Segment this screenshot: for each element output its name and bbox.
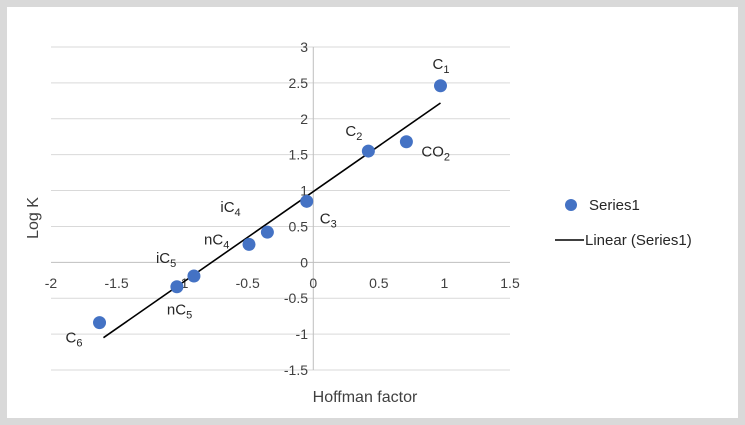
data-points bbox=[93, 79, 447, 330]
data-point bbox=[361, 144, 375, 158]
data-point bbox=[399, 135, 413, 149]
point-label-subscript: 4 bbox=[223, 239, 229, 251]
y-axis-title: Log K bbox=[25, 197, 42, 239]
point-label-main: iC bbox=[220, 199, 234, 216]
x-tick-label: 1 bbox=[441, 275, 449, 291]
gridlines bbox=[51, 46, 510, 371]
y-tick-label: -1.5 bbox=[284, 362, 308, 378]
y-tick-label: -0.5 bbox=[284, 290, 308, 306]
point-label-subscript: 5 bbox=[186, 310, 192, 322]
point-label-main: C bbox=[432, 56, 443, 73]
y-tick-label: 1.5 bbox=[289, 147, 309, 163]
point-label-subscript: 5 bbox=[170, 258, 176, 270]
point-label-main: iC bbox=[156, 250, 170, 267]
point-label: iC5 bbox=[156, 250, 176, 270]
data-point bbox=[260, 225, 274, 239]
legend: Series1 Linear (Series1) bbox=[555, 197, 692, 249]
x-tick-label: 1.5 bbox=[500, 275, 520, 291]
x-tick-label: 0 bbox=[309, 275, 317, 291]
y-tick-label: -1 bbox=[296, 326, 309, 342]
data-point bbox=[93, 316, 107, 330]
point-label-main: C bbox=[320, 210, 331, 227]
point-label-main: C bbox=[345, 123, 356, 140]
trendline bbox=[102, 102, 441, 339]
point-label-main: CO bbox=[421, 144, 444, 161]
trendline-group bbox=[102, 102, 441, 339]
y-tick-label: 1 bbox=[300, 183, 308, 199]
data-point bbox=[300, 194, 314, 208]
point-label: CO2 bbox=[421, 144, 450, 164]
data-point bbox=[187, 269, 201, 283]
y-tick-label: 0 bbox=[300, 254, 308, 270]
point-label-subscript: 6 bbox=[76, 338, 82, 350]
legend-label-series1: Series1 bbox=[589, 197, 640, 214]
point-label: iC4 bbox=[220, 199, 240, 219]
x-tick-label: -0.5 bbox=[236, 275, 260, 291]
legend-label-trendline: Linear (Series1) bbox=[585, 232, 692, 249]
point-label: nC4 bbox=[204, 231, 229, 251]
point-label-subscript: 3 bbox=[331, 218, 337, 230]
y-tick-label: 3 bbox=[300, 39, 308, 55]
x-tick-label: -1.5 bbox=[105, 275, 129, 291]
point-label-main: nC bbox=[204, 231, 223, 248]
legend-marker-series1 bbox=[565, 199, 577, 211]
point-label: C2 bbox=[345, 123, 362, 143]
y-tick-label: 0.5 bbox=[289, 218, 309, 234]
point-label: nC5 bbox=[167, 302, 192, 322]
x-tick-label: -2 bbox=[45, 275, 58, 291]
y-tick-label: 2 bbox=[300, 111, 308, 127]
x-axis-title: Hoffman factor bbox=[313, 389, 418, 406]
point-label: C6 bbox=[66, 330, 83, 350]
point-label-subscript: 2 bbox=[444, 152, 450, 164]
point-label: C3 bbox=[320, 210, 337, 230]
point-label-subscript: 2 bbox=[356, 131, 362, 143]
data-point bbox=[170, 280, 184, 294]
tick-labels: -1.5-1-0.500.511.522.53-2-1.5-1-0.500.51… bbox=[45, 39, 520, 378]
point-label-main: C bbox=[66, 330, 77, 347]
point-label-subscript: 4 bbox=[235, 207, 241, 219]
data-point bbox=[433, 79, 447, 93]
y-tick-label: 2.5 bbox=[289, 75, 309, 91]
data-point bbox=[242, 237, 256, 251]
point-label-subscript: 1 bbox=[443, 64, 449, 76]
point-label: C1 bbox=[432, 56, 449, 76]
axes bbox=[51, 47, 510, 370]
point-label-main: nC bbox=[167, 302, 186, 319]
x-tick-label: 0.5 bbox=[369, 275, 389, 291]
